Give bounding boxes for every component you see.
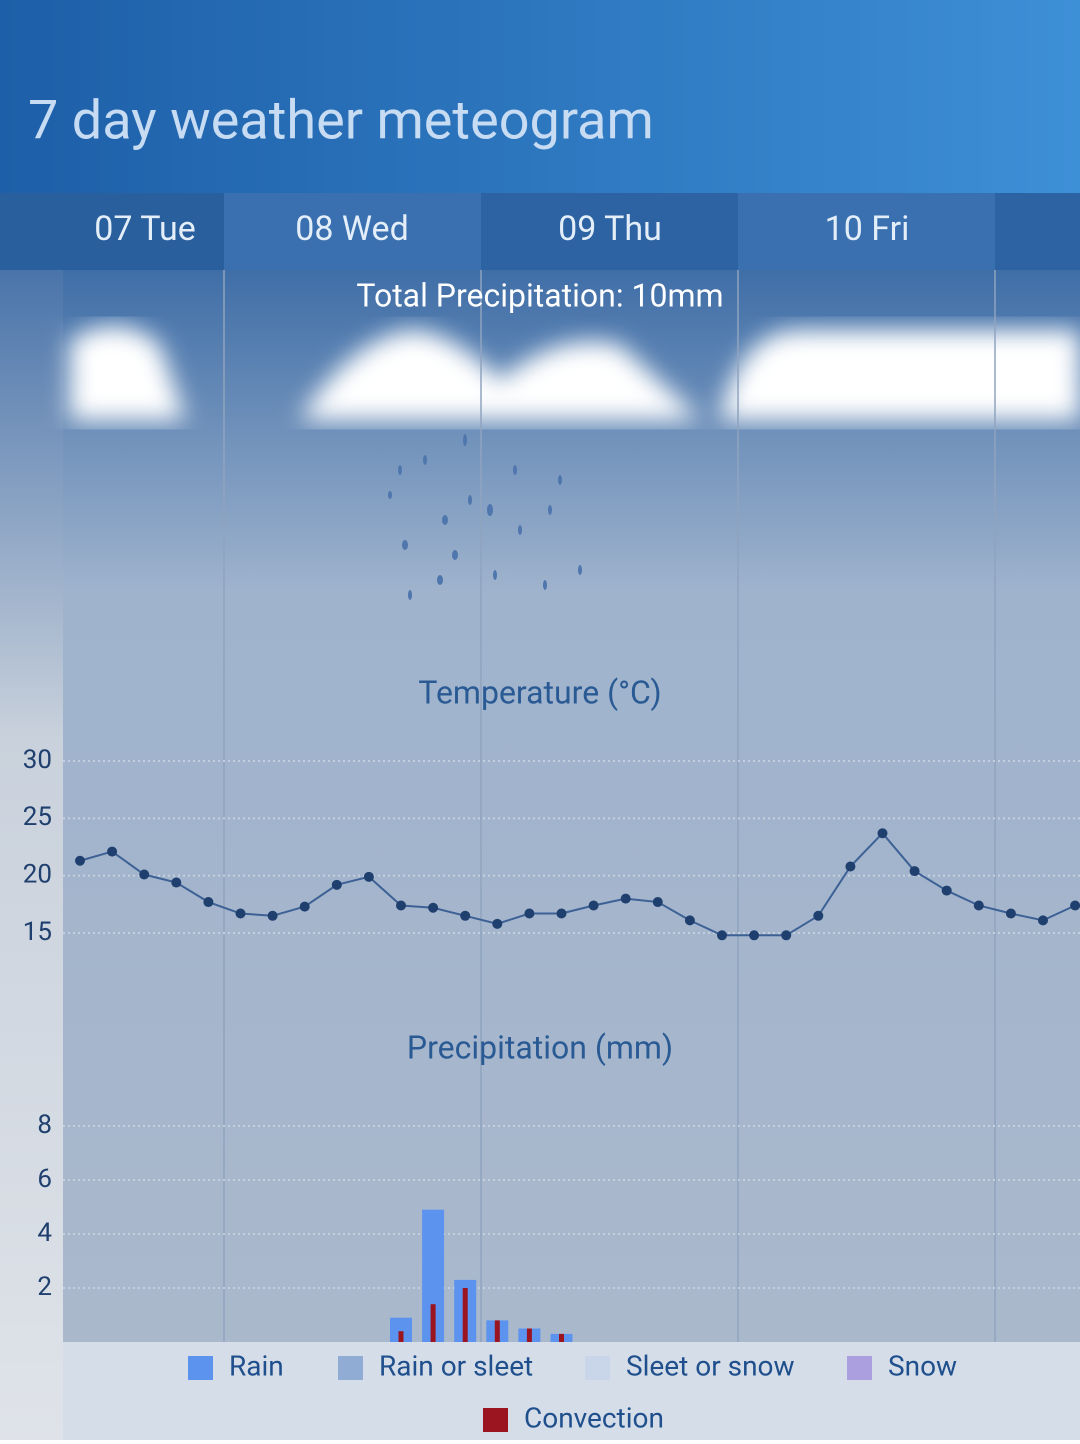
temperature-point (620, 893, 631, 904)
tab-bg[interactable] (0, 193, 224, 270)
temperature-point (524, 908, 535, 919)
temperature-point (460, 910, 471, 921)
temperature-point (75, 855, 85, 866)
precip-bar (398, 1331, 404, 1342)
temperature-point (813, 910, 824, 921)
header-bg (0, 0, 1080, 193)
legend-label: Rain (229, 1349, 284, 1382)
legend-swatch (585, 1356, 610, 1380)
y-tick-label: 6 (37, 1164, 52, 1194)
day-tab-label[interactable]: 09 Thu (558, 209, 662, 249)
temperature-point (171, 877, 182, 888)
temperature-point (331, 879, 342, 890)
y-tick-label: 2 (37, 1272, 52, 1302)
legend-swatch (483, 1408, 508, 1432)
day-dividers (223, 270, 996, 1342)
chart-title: Precipitation (mm) (407, 1028, 673, 1066)
temperature-point (556, 908, 567, 919)
legend-bg (63, 1342, 1080, 1440)
day-tab-label[interactable]: 08 Wed (295, 209, 409, 249)
temperature-point (363, 871, 374, 882)
temperature-point (139, 869, 150, 880)
precip-bar (462, 1288, 468, 1342)
legend-swatch (847, 1356, 872, 1380)
y-tick-label: 25 (23, 802, 52, 832)
legend-swatch (188, 1356, 213, 1380)
precip-bar (422, 1209, 445, 1342)
precip-bar (430, 1304, 436, 1342)
temperature-point (749, 930, 760, 941)
legend-label: Rain or sleet (379, 1349, 533, 1382)
rain-drops (388, 434, 582, 600)
tab-bg[interactable] (224, 193, 481, 270)
chart-title: Temperature (°C) (418, 673, 661, 711)
temperature-point (973, 900, 984, 911)
y-tick-label: 15 (23, 917, 52, 947)
temperature-point (203, 897, 214, 908)
tab-bg[interactable] (738, 193, 995, 270)
legend-label: Sleet or snow (626, 1349, 795, 1382)
precip-bar (390, 1317, 412, 1342)
temperature-point (235, 908, 246, 919)
temperature-point (781, 930, 792, 941)
precip-bar (526, 1328, 532, 1342)
y-tick-label: 30 (23, 745, 52, 775)
temperature-point (717, 930, 727, 941)
temperature-point (588, 900, 599, 911)
temperature-point (107, 846, 118, 857)
day-tab-label[interactable]: 10 Fri (825, 209, 910, 249)
y-tick-label: 4 (37, 1218, 52, 1248)
legend-swatch (338, 1356, 363, 1380)
temperature-point (428, 902, 439, 913)
tab-bg[interactable] (995, 193, 1080, 270)
temperature-line (79, 831, 1076, 937)
total-precipitation: Total Precipitation: 10mm (356, 276, 723, 314)
day-tab-label[interactable]: 07 Tue (94, 209, 195, 249)
temperature-point (492, 918, 503, 929)
temperature-point (845, 861, 856, 872)
temperature-point (909, 866, 920, 877)
clouds (70, 326, 1080, 420)
temperature-point (652, 897, 663, 908)
temperature-point (877, 828, 888, 839)
temperature-point (684, 915, 695, 926)
axis-panel (0, 270, 63, 1440)
temperature-point (396, 900, 406, 911)
tab-bg[interactable] (481, 193, 738, 270)
temperature-point (1038, 915, 1048, 926)
legend-label: Convection (524, 1401, 664, 1434)
precip-bar (559, 1333, 564, 1342)
temperature-point (1070, 900, 1080, 911)
temperature-point (1005, 908, 1016, 919)
temperature-point (267, 910, 278, 921)
y-tick-label: 20 (23, 860, 52, 890)
temperature-point (941, 885, 952, 896)
precip-bar (494, 1320, 500, 1342)
legend-label: Snow (888, 1349, 957, 1382)
temperature-point (299, 901, 310, 912)
plot-bg (63, 270, 1080, 1342)
page-title: 7 day weather meteogram (28, 89, 654, 152)
y-tick-label: 8 (37, 1110, 52, 1140)
